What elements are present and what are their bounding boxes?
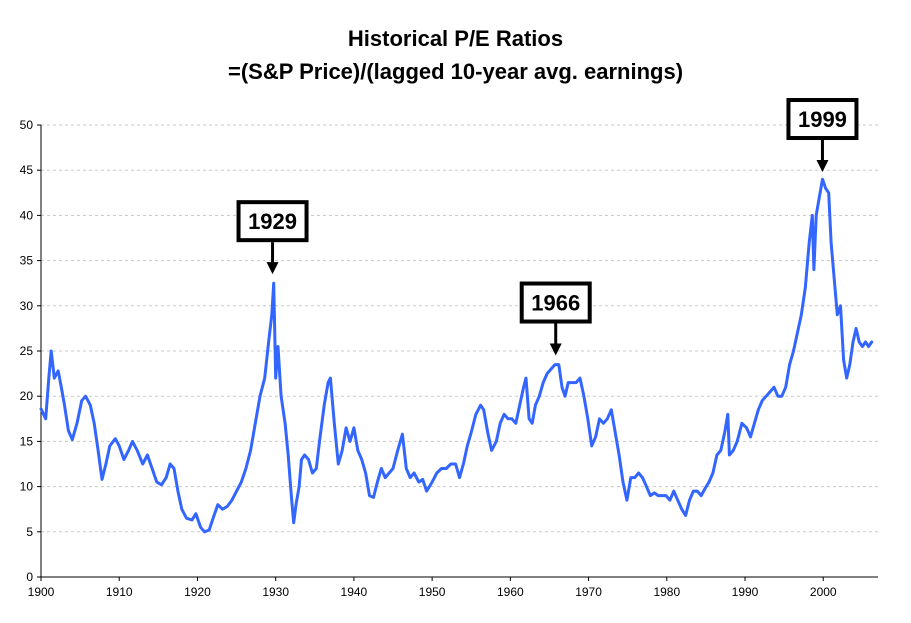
y-tick-label: 25 <box>20 344 34 358</box>
x-tick-label: 1940 <box>341 585 368 599</box>
y-tick-label: 40 <box>20 208 34 222</box>
x-tick-label: 1990 <box>732 585 759 599</box>
y-tick-label: 50 <box>20 118 34 132</box>
chart-title-line1: Historical P/E Ratios <box>347 26 564 51</box>
callout-1929: 1929 <box>236 200 309 275</box>
x-tick-label: 1900 <box>28 585 55 599</box>
callout-label: 1966 <box>531 291 580 316</box>
callout-label: 1999 <box>798 107 847 132</box>
x-tick-label: 2000 <box>810 585 837 599</box>
y-tick-label: 35 <box>20 254 34 268</box>
x-tick-label: 1970 <box>575 585 602 599</box>
y-tick-label: 45 <box>20 163 34 177</box>
callout-arrow-head <box>549 343 562 356</box>
callout-box <box>236 200 309 243</box>
callout-1966: 1966 <box>519 281 592 356</box>
y-tick-label: 0 <box>26 570 33 584</box>
x-tick-label: 1960 <box>497 585 524 599</box>
callout-1999: 1999 <box>786 98 859 173</box>
y-tick-label: 30 <box>20 299 34 313</box>
callout-box <box>786 98 859 141</box>
y-tick-label: 20 <box>20 389 34 403</box>
chart-subtitle: =(S&P Price)/(lagged 10-year avg. earnin… <box>227 59 684 84</box>
x-tick-label: 1950 <box>419 585 446 599</box>
callout-box <box>519 281 592 324</box>
x-tick-label: 1910 <box>106 585 133 599</box>
chart-title: Historical P/E Ratios =(S&P Price)/(lagg… <box>0 22 911 88</box>
x-tick-label: 1930 <box>262 585 289 599</box>
x-tick-label: 1920 <box>184 585 211 599</box>
y-tick-label: 5 <box>26 525 33 539</box>
y-tick-label: 15 <box>20 434 34 448</box>
callout-arrow-head <box>816 160 829 173</box>
y-tick-label: 10 <box>20 480 34 494</box>
x-tick-label: 1980 <box>653 585 680 599</box>
series-line-pe-ratio <box>39 177 874 534</box>
callout-label: 1929 <box>248 209 297 234</box>
callout-arrow-head <box>266 262 279 275</box>
